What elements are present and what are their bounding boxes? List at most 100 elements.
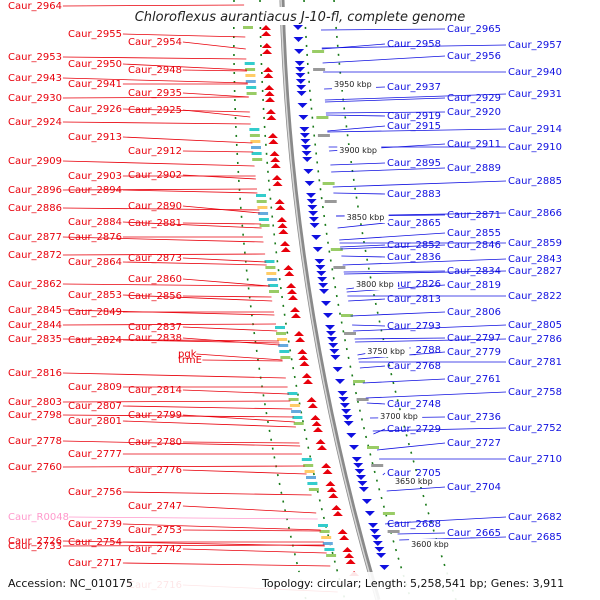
gene-label: Caur_2860 [128, 274, 182, 285]
label-connector [365, 391, 507, 399]
label-connector [62, 323, 277, 326]
reverse-gene-mark [368, 523, 378, 528]
kbp-label: 3600 kbp [411, 540, 449, 549]
gene-label: Caur_2956 [447, 51, 501, 62]
cog-color-mark [245, 80, 256, 83]
cog-color-mark [267, 278, 278, 281]
reverse-gene-mark [300, 139, 311, 144]
cog-color-mark [293, 422, 304, 425]
label-connector [62, 309, 275, 316]
label-connector [182, 174, 256, 180]
cog-color-mark [387, 530, 400, 533]
label-connector [62, 236, 264, 243]
cog-color-mark [301, 458, 312, 461]
label-connector [348, 298, 386, 302]
reverse-gene-mark [326, 331, 336, 336]
label-connector [122, 33, 246, 38]
forward-gene-mark [344, 553, 355, 558]
gene-label: Caur_2876 [68, 232, 122, 243]
reverse-gene-mark [376, 553, 387, 558]
reverse-gene-mark [301, 151, 312, 156]
forward-gene-mark [325, 481, 336, 486]
cog-color-mark [330, 248, 343, 251]
reverse-gene-mark [335, 379, 345, 384]
reverse-gene-mark [358, 487, 369, 492]
forward-gene-mark [288, 295, 298, 300]
cog-color-mark [258, 212, 269, 215]
forward-gene-mark [331, 505, 342, 510]
gene-label: Caur_2778 [8, 436, 62, 447]
gene-label: Caur_2844 [8, 320, 62, 331]
label-connector [122, 136, 253, 144]
label-connector [182, 295, 272, 298]
kbp-backdrop [337, 145, 382, 156]
summary-text: Topology: circular; Length: 5,258,541 bp… [261, 577, 564, 590]
reverse-gene-mark [330, 355, 341, 360]
label-connector [62, 160, 255, 167]
gene-label: Caur_2752 [508, 423, 562, 434]
label-connector [324, 97, 446, 103]
gene-label: Caur_2710 [508, 454, 562, 465]
label-connector [62, 544, 325, 547]
label-connector [182, 92, 249, 98]
gene-label: Caur_2912 [128, 146, 182, 157]
label-connector [350, 311, 446, 317]
forward-gene-mark [295, 337, 306, 342]
kbp-backdrop [392, 476, 437, 487]
label-connector [182, 41, 246, 50]
gene-label: Caur_2835 [8, 334, 62, 345]
gene-label: Caur_2873 [128, 253, 182, 264]
cog-color-mark [333, 266, 346, 269]
label-connector [182, 389, 290, 395]
gene-label: Caur_2881 [128, 218, 182, 229]
reverse-gene-mark [343, 421, 354, 426]
gene-label: Caur_2742 [128, 544, 182, 555]
label-connector [359, 365, 386, 369]
forward-gene-mark [269, 151, 280, 156]
gene-label: Caur_2953 [8, 52, 62, 63]
reverse-gene-mark [364, 511, 375, 516]
gene-label: Caur_2814 [128, 385, 182, 396]
cog-color-mark [308, 488, 319, 491]
gene-label: Caur_2883 [387, 189, 441, 200]
label-connector [62, 414, 294, 418]
cog-color-mark [306, 476, 316, 479]
gene-label: Caur_2903 [68, 171, 122, 182]
gene-label: Caur_2777 [68, 449, 122, 460]
footer-backdrop [0, 572, 600, 600]
label-connector [322, 55, 446, 64]
label-connector [182, 109, 251, 118]
label-connector [354, 337, 446, 340]
gene-label: Caur_2826 [387, 279, 441, 290]
gene-label: Caur_2941 [68, 79, 122, 90]
reverse-gene-mark [296, 91, 307, 96]
reverse-gene-mark [308, 211, 319, 216]
reverse-gene-mark [349, 445, 359, 450]
forward-gene-mark [317, 445, 327, 450]
reverse-gene-mark [346, 433, 357, 438]
gene-label: Caur_2801 [68, 416, 122, 427]
forward-gene-mark [301, 373, 312, 378]
gene-label: Caur_2884 [68, 217, 122, 228]
label-connector [366, 402, 386, 405]
label-connector [62, 207, 260, 211]
cog-color-mark [319, 530, 330, 533]
gene-label: Caur_2915 [387, 121, 441, 132]
cog-color-mark [344, 332, 356, 335]
cog-color-mark [371, 464, 384, 467]
forward-gene-mark [326, 487, 337, 492]
forward-gene-mark [261, 25, 271, 30]
gene-label: Caur_2688 [387, 519, 441, 530]
gene-label: Caur_2797 [447, 333, 501, 344]
label-connector [373, 428, 386, 435]
forward-gene-mark [345, 559, 356, 564]
label-connector [355, 338, 507, 343]
accession-text: Accession: NC_010175 [8, 577, 133, 590]
cog-color-mark [276, 332, 286, 335]
label-connector [62, 4, 245, 7]
gene-label: Caur_2919 [387, 111, 441, 122]
gene-label: Caur_2859 [508, 238, 562, 249]
cog-color-mark [291, 410, 302, 413]
label-connector [340, 244, 386, 248]
gene-label: Caur_2896 [8, 185, 62, 196]
